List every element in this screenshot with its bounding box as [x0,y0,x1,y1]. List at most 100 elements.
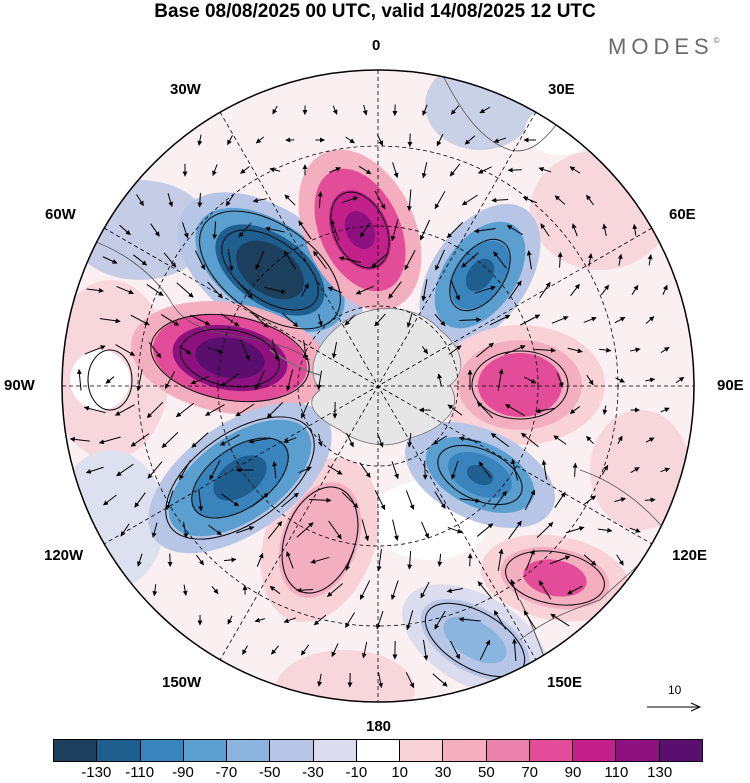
colorbar-segment [616,740,660,761]
wind-vector [614,316,626,324]
wind-vector [361,641,368,659]
wind-vector [84,345,106,355]
wind-vector [490,433,510,447]
wind-vector [376,549,382,572]
wind-vector [328,520,342,540]
wind-vector [489,314,511,326]
wind-vector [525,549,535,571]
wind-vector [114,404,135,416]
wind-vector [102,256,118,264]
wind-vector [255,250,265,270]
white-gap [70,350,130,410]
wind-vector [308,497,332,503]
wind-vector [476,523,494,537]
wind-vector [660,346,670,354]
colorbar-segment [659,740,702,761]
wind-vector [191,432,209,448]
wind-vector [136,553,143,567]
wind-vector [570,283,580,297]
wind-vector [103,494,117,506]
colorbar-label: 90 [564,764,582,781]
wind-vector [567,585,583,595]
wind-vector [631,284,639,295]
wind-vector [549,555,571,565]
wind-vector [338,256,361,263]
wind-vector [421,162,428,179]
wind-vector [271,645,279,655]
wind-vector [130,433,150,447]
colorbar-label: -130 [81,764,112,781]
wind-vector [227,615,233,625]
wind-vector [450,279,460,301]
wind-vector [629,527,641,533]
wind-vector [557,251,563,268]
pale-pink-patch [590,410,690,530]
wind-vector [493,137,507,143]
wind-vector [617,253,623,266]
wind-vector [510,579,520,601]
brand-logo: MODES© [608,34,720,59]
wind-vector [205,404,225,416]
low-center [402,584,548,696]
wind-vector [478,166,492,174]
wind-vector [421,346,429,354]
wind-vector [220,373,240,387]
wind-vector [660,407,670,413]
wind-vector [538,580,552,600]
wind-vector [586,194,594,206]
wind-vector [571,223,578,237]
wind-vector [586,374,594,386]
wind-vector [422,639,429,661]
wind-vector [565,526,585,534]
colorbar-label: -70 [215,764,238,781]
lon-label-30w: 30W [170,81,201,98]
wind-vector [146,401,164,419]
wind-vector [422,104,428,116]
wind-vector [272,461,278,479]
wind-vector [459,317,482,323]
wind-vector [119,224,131,236]
wind-vector [196,554,204,566]
wind-vector [390,580,399,600]
colorbar-label: -90 [172,764,194,781]
lon-label-30e: 30E [548,81,575,98]
wind-vector [497,368,504,391]
wind-vector [255,136,265,144]
wind-vector [446,221,464,239]
wind-vector [538,167,552,173]
wind-vector [344,612,356,628]
wind-vector [407,432,413,448]
wind-vector [198,489,204,512]
wind-vector [190,375,210,385]
wind-vector [551,316,569,324]
wind-vector [647,254,653,266]
wind-vector [448,345,462,355]
wind-vector [254,369,266,391]
wind-vector [599,347,612,353]
wind-vector [98,436,121,445]
wind-vector [69,436,90,442]
wind-vector [662,284,668,295]
wind-vector [505,404,525,416]
wind-vector [206,346,224,354]
wind-vector [148,341,162,359]
reference-vector-label: 10 [668,683,682,697]
wind-vector [76,368,82,391]
colorbar-segment [183,740,228,761]
wind-vector [598,527,613,533]
wind-vector [477,581,493,599]
wind-vector [296,587,314,593]
wind-vector [506,224,523,236]
colorbar-label: 10 [391,764,408,781]
wind-vector [331,341,338,359]
wind-vector [252,198,267,203]
wind-vector [358,165,372,175]
lon-label-60w: 60W [45,206,76,223]
wind-vector [236,526,255,534]
wind-vector [467,553,473,567]
wind-vector [660,467,670,473]
high-center [298,149,422,311]
wind-vector [511,458,519,481]
wind-vector [378,672,384,689]
